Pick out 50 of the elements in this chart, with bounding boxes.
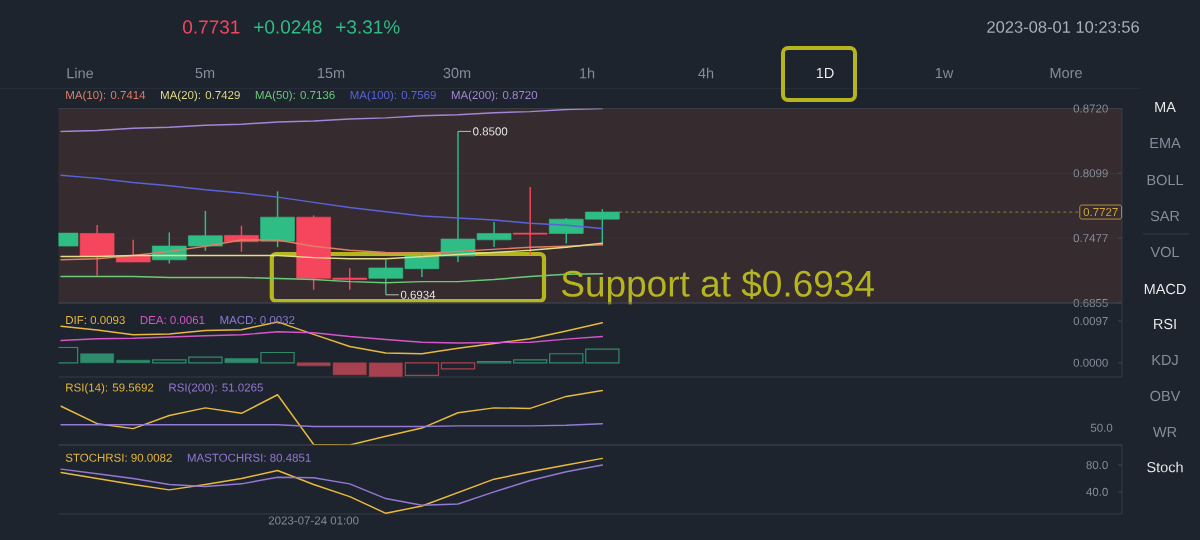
text: MA bbox=[1155, 102, 1176, 112]
y-tick-label: 0.8099 bbox=[1073, 169, 1108, 178]
text: 15m bbox=[318, 67, 345, 79]
text: MA(10): 0.7414 bbox=[66, 90, 146, 102]
text: RSI bbox=[1154, 318, 1176, 330]
text: RSI(200): 51.0265 bbox=[169, 383, 263, 394]
text: BOLL bbox=[1147, 174, 1184, 186]
series-label: MA(200): 0.8720 bbox=[451, 90, 538, 102]
annotation: Support at $0.6934 bbox=[561, 269, 874, 305]
y-tick-label: 0.6855 bbox=[1073, 298, 1108, 308]
text: Stoch bbox=[1147, 461, 1183, 473]
text: MACD bbox=[1144, 283, 1186, 295]
text: KDJ bbox=[1152, 354, 1178, 366]
text: 1w bbox=[935, 68, 954, 78]
y-tick-label: 80.0 bbox=[1086, 461, 1108, 470]
text: 0.7731 bbox=[183, 20, 240, 34]
text: 1h bbox=[580, 67, 595, 79]
annotation: 0.8500 bbox=[473, 127, 508, 136]
text: 5m bbox=[195, 67, 215, 79]
text: OBV bbox=[1150, 390, 1181, 402]
text: 1D bbox=[816, 68, 834, 78]
series-label: DIF: 0.0093 bbox=[66, 315, 125, 325]
text: +0.0248 bbox=[254, 20, 322, 34]
text: 4h bbox=[698, 67, 714, 79]
text: EMA bbox=[1150, 138, 1181, 148]
text: SAR bbox=[1150, 210, 1180, 222]
series-label: STOCHRSI: 90.0082 bbox=[65, 453, 172, 462]
text: VOL bbox=[1150, 246, 1180, 258]
y-tick-label: 40.0 bbox=[1086, 487, 1108, 496]
text: MA(100): 0.7569 bbox=[350, 90, 436, 102]
y-tick-label: 0.0097 bbox=[1073, 316, 1108, 326]
text: WR bbox=[1152, 427, 1177, 437]
series-label: DEA: 0.0061 bbox=[140, 315, 205, 325]
annotation: MACD: 0.0032 bbox=[220, 315, 295, 325]
text: MA(20): 0.7429 bbox=[161, 90, 240, 102]
ref-line-label: 0.7727 bbox=[1083, 207, 1118, 217]
text: More bbox=[1050, 67, 1082, 79]
text: 50.0 bbox=[1090, 423, 1113, 432]
text: +3.31% bbox=[336, 20, 400, 34]
y-tick-label: 0.7477 bbox=[1073, 234, 1108, 243]
annotation: 0.6934 bbox=[400, 290, 436, 299]
series-label: MASTOCHRSI: 80.4851 bbox=[187, 453, 311, 462]
text: 2023-07-24 01:00 bbox=[268, 516, 359, 525]
text: MA(50): 0.7136 bbox=[255, 90, 335, 102]
series-label: RSI(14): 59.5692 bbox=[66, 383, 154, 394]
text: Line bbox=[67, 67, 94, 79]
y-tick-label: 0.8720 bbox=[1073, 104, 1108, 113]
text: 2023-08-01 10:23:56 bbox=[987, 21, 1139, 33]
y-tick-label: 0.0000 bbox=[1073, 358, 1108, 367]
text: 30m bbox=[443, 67, 471, 79]
